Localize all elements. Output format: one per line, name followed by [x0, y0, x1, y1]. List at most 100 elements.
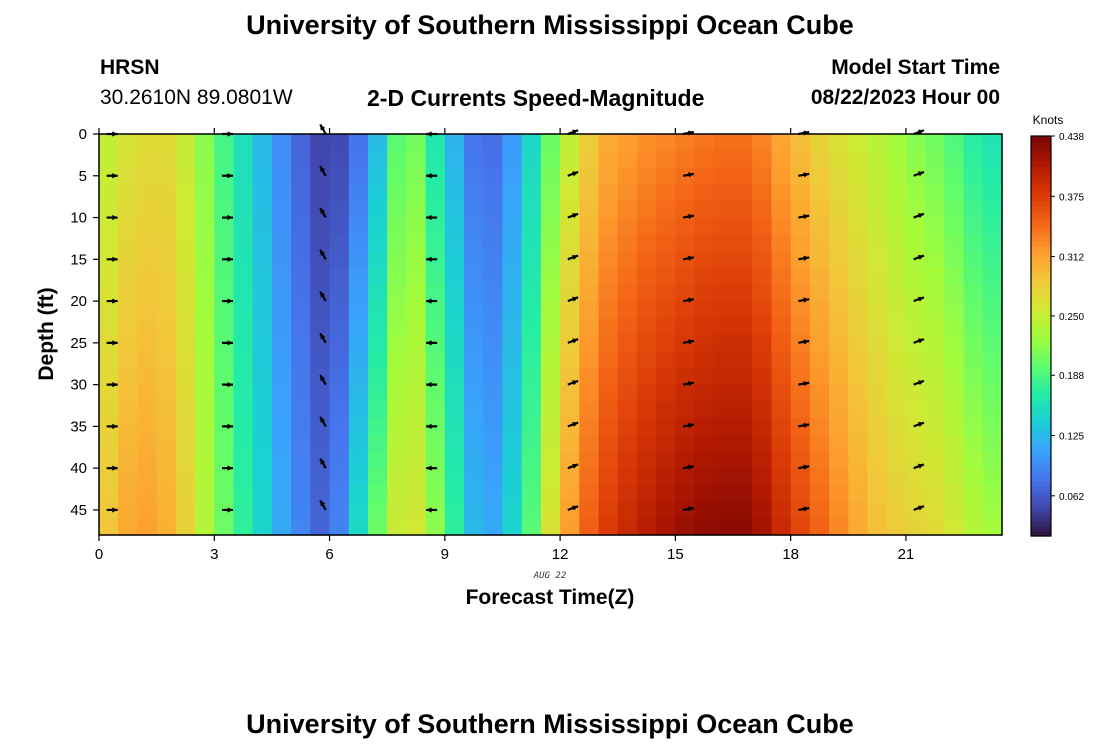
current-arrow-head: [426, 298, 432, 304]
current-arrow-head: [227, 423, 233, 430]
heatmap-cell: [464, 401, 484, 419]
heatmap-cell: [598, 284, 619, 302]
heatmap-cell: [713, 401, 734, 419]
x-tick-label: 3: [210, 546, 218, 563]
heatmap-cell: [444, 200, 465, 219]
colorbar-segment: [1031, 166, 1051, 172]
heatmap-cell: [656, 217, 676, 235]
heatmap-cell: [867, 284, 888, 302]
heatmap-cell: [694, 418, 715, 436]
heatmap-cell: [483, 518, 504, 536]
heatmap-cell: [521, 134, 542, 152]
heatmap-cell: [367, 267, 388, 285]
heatmap-cell: [425, 451, 446, 469]
heatmap-cell: [713, 384, 734, 402]
current-arrows: [106, 123, 925, 513]
heatmap-cell: [271, 167, 292, 185]
heatmap-cell: [867, 217, 888, 235]
heatmap-cell: [310, 167, 331, 185]
current-arrow-head: [688, 506, 694, 512]
heatmap-cell: [118, 184, 139, 202]
current-arrow-head: [112, 465, 118, 471]
colorbar-segment: [1031, 516, 1051, 522]
heatmap-cell: [137, 150, 158, 169]
heatmap-cell: [579, 401, 600, 419]
heatmap-cell: [598, 451, 619, 469]
heatmap-cell: [905, 284, 926, 302]
heatmap-cell: [617, 384, 638, 402]
heatmap-cell: [944, 334, 965, 352]
heatmap-cell: [175, 167, 196, 185]
heatmap-cell: [617, 150, 638, 169]
colorbar-segment: [1031, 201, 1051, 207]
heatmap-cell: [367, 484, 388, 503]
heatmap-cell: [175, 317, 196, 336]
current-arrow-head: [572, 463, 579, 469]
heatmap-cell: [99, 367, 119, 386]
heatmap-cell: [982, 167, 1003, 185]
heatmap-cell: [540, 200, 561, 219]
heatmap-cell: [444, 284, 465, 302]
heatmap-cell: [713, 418, 734, 436]
heatmap-cell: [156, 150, 177, 169]
heatmap-cell: [406, 200, 427, 219]
heatmap-cell: [540, 501, 561, 519]
heatmap-cell: [291, 134, 311, 152]
heatmap-cell: [540, 518, 561, 536]
heatmap-cell: [713, 434, 734, 453]
heatmap-cell: [444, 451, 465, 469]
heatmap-cell: [540, 468, 561, 486]
current-arrow-head: [227, 298, 233, 304]
current-arrow-head: [917, 171, 924, 177]
heatmap-cell: [752, 301, 773, 319]
colorbar-segment: [1031, 471, 1051, 477]
heatmap-cell: [329, 184, 350, 202]
heatmap-cell: [713, 501, 734, 519]
heatmap-cell: [99, 468, 119, 486]
heatmap-cell: [771, 184, 792, 202]
heatmap-cell: [982, 200, 1003, 219]
heatmap-cell: [156, 501, 177, 519]
heatmap-cell: [809, 284, 830, 302]
heatmap-cell: [656, 418, 676, 436]
footer-title: University of Southern Mississippi Ocean…: [246, 709, 854, 739]
heatmap-cell: [214, 384, 235, 402]
current-arrow-head: [320, 208, 326, 214]
heatmap-cell: [752, 334, 773, 352]
heatmap-cell: [348, 301, 369, 319]
heatmap-cell: [579, 301, 600, 319]
colorbar-segment: [1031, 181, 1051, 187]
heatmap-cell: [809, 384, 830, 402]
heatmap-cell: [214, 451, 235, 469]
heatmap-cell: [367, 418, 388, 436]
heatmap-cell: [233, 267, 254, 285]
heatmap-cell: [425, 317, 446, 336]
heatmap-cell: [425, 217, 446, 235]
heatmap-cell: [829, 301, 849, 319]
heatmap-cell: [291, 384, 311, 402]
heatmap-cell: [540, 351, 561, 369]
colorbar-segment: [1031, 431, 1051, 437]
heatmap-cell: [444, 484, 465, 503]
heatmap-cell: [233, 484, 254, 503]
heatmap-cell: [233, 317, 254, 336]
heatmap-cell: [790, 234, 811, 252]
heatmap-cell: [540, 334, 561, 352]
heatmap-cell: [502, 284, 523, 302]
chart-axes: 0 3 6 9 12 15 18 21 0 5 10 15 20 25 30 35 40 45: [70, 126, 1003, 563]
heatmap-cell: [483, 334, 504, 352]
x-tick-label: 18: [782, 546, 799, 563]
heatmap-cell: [694, 401, 715, 419]
heatmap-cell: [291, 317, 311, 336]
heatmap-cell: [483, 301, 504, 319]
heatmap-cell: [675, 367, 696, 386]
heatmap-cell: [195, 234, 215, 252]
heatmap-cell: [291, 468, 311, 486]
heatmap-cell: [944, 484, 965, 503]
heatmap-cell: [406, 184, 427, 202]
heatmap-cell: [195, 468, 215, 486]
current-arrow-head: [227, 340, 233, 346]
heatmap-cell: [99, 184, 119, 202]
heatmap-cell: [540, 451, 561, 469]
y-tick-label: 20: [70, 293, 87, 310]
